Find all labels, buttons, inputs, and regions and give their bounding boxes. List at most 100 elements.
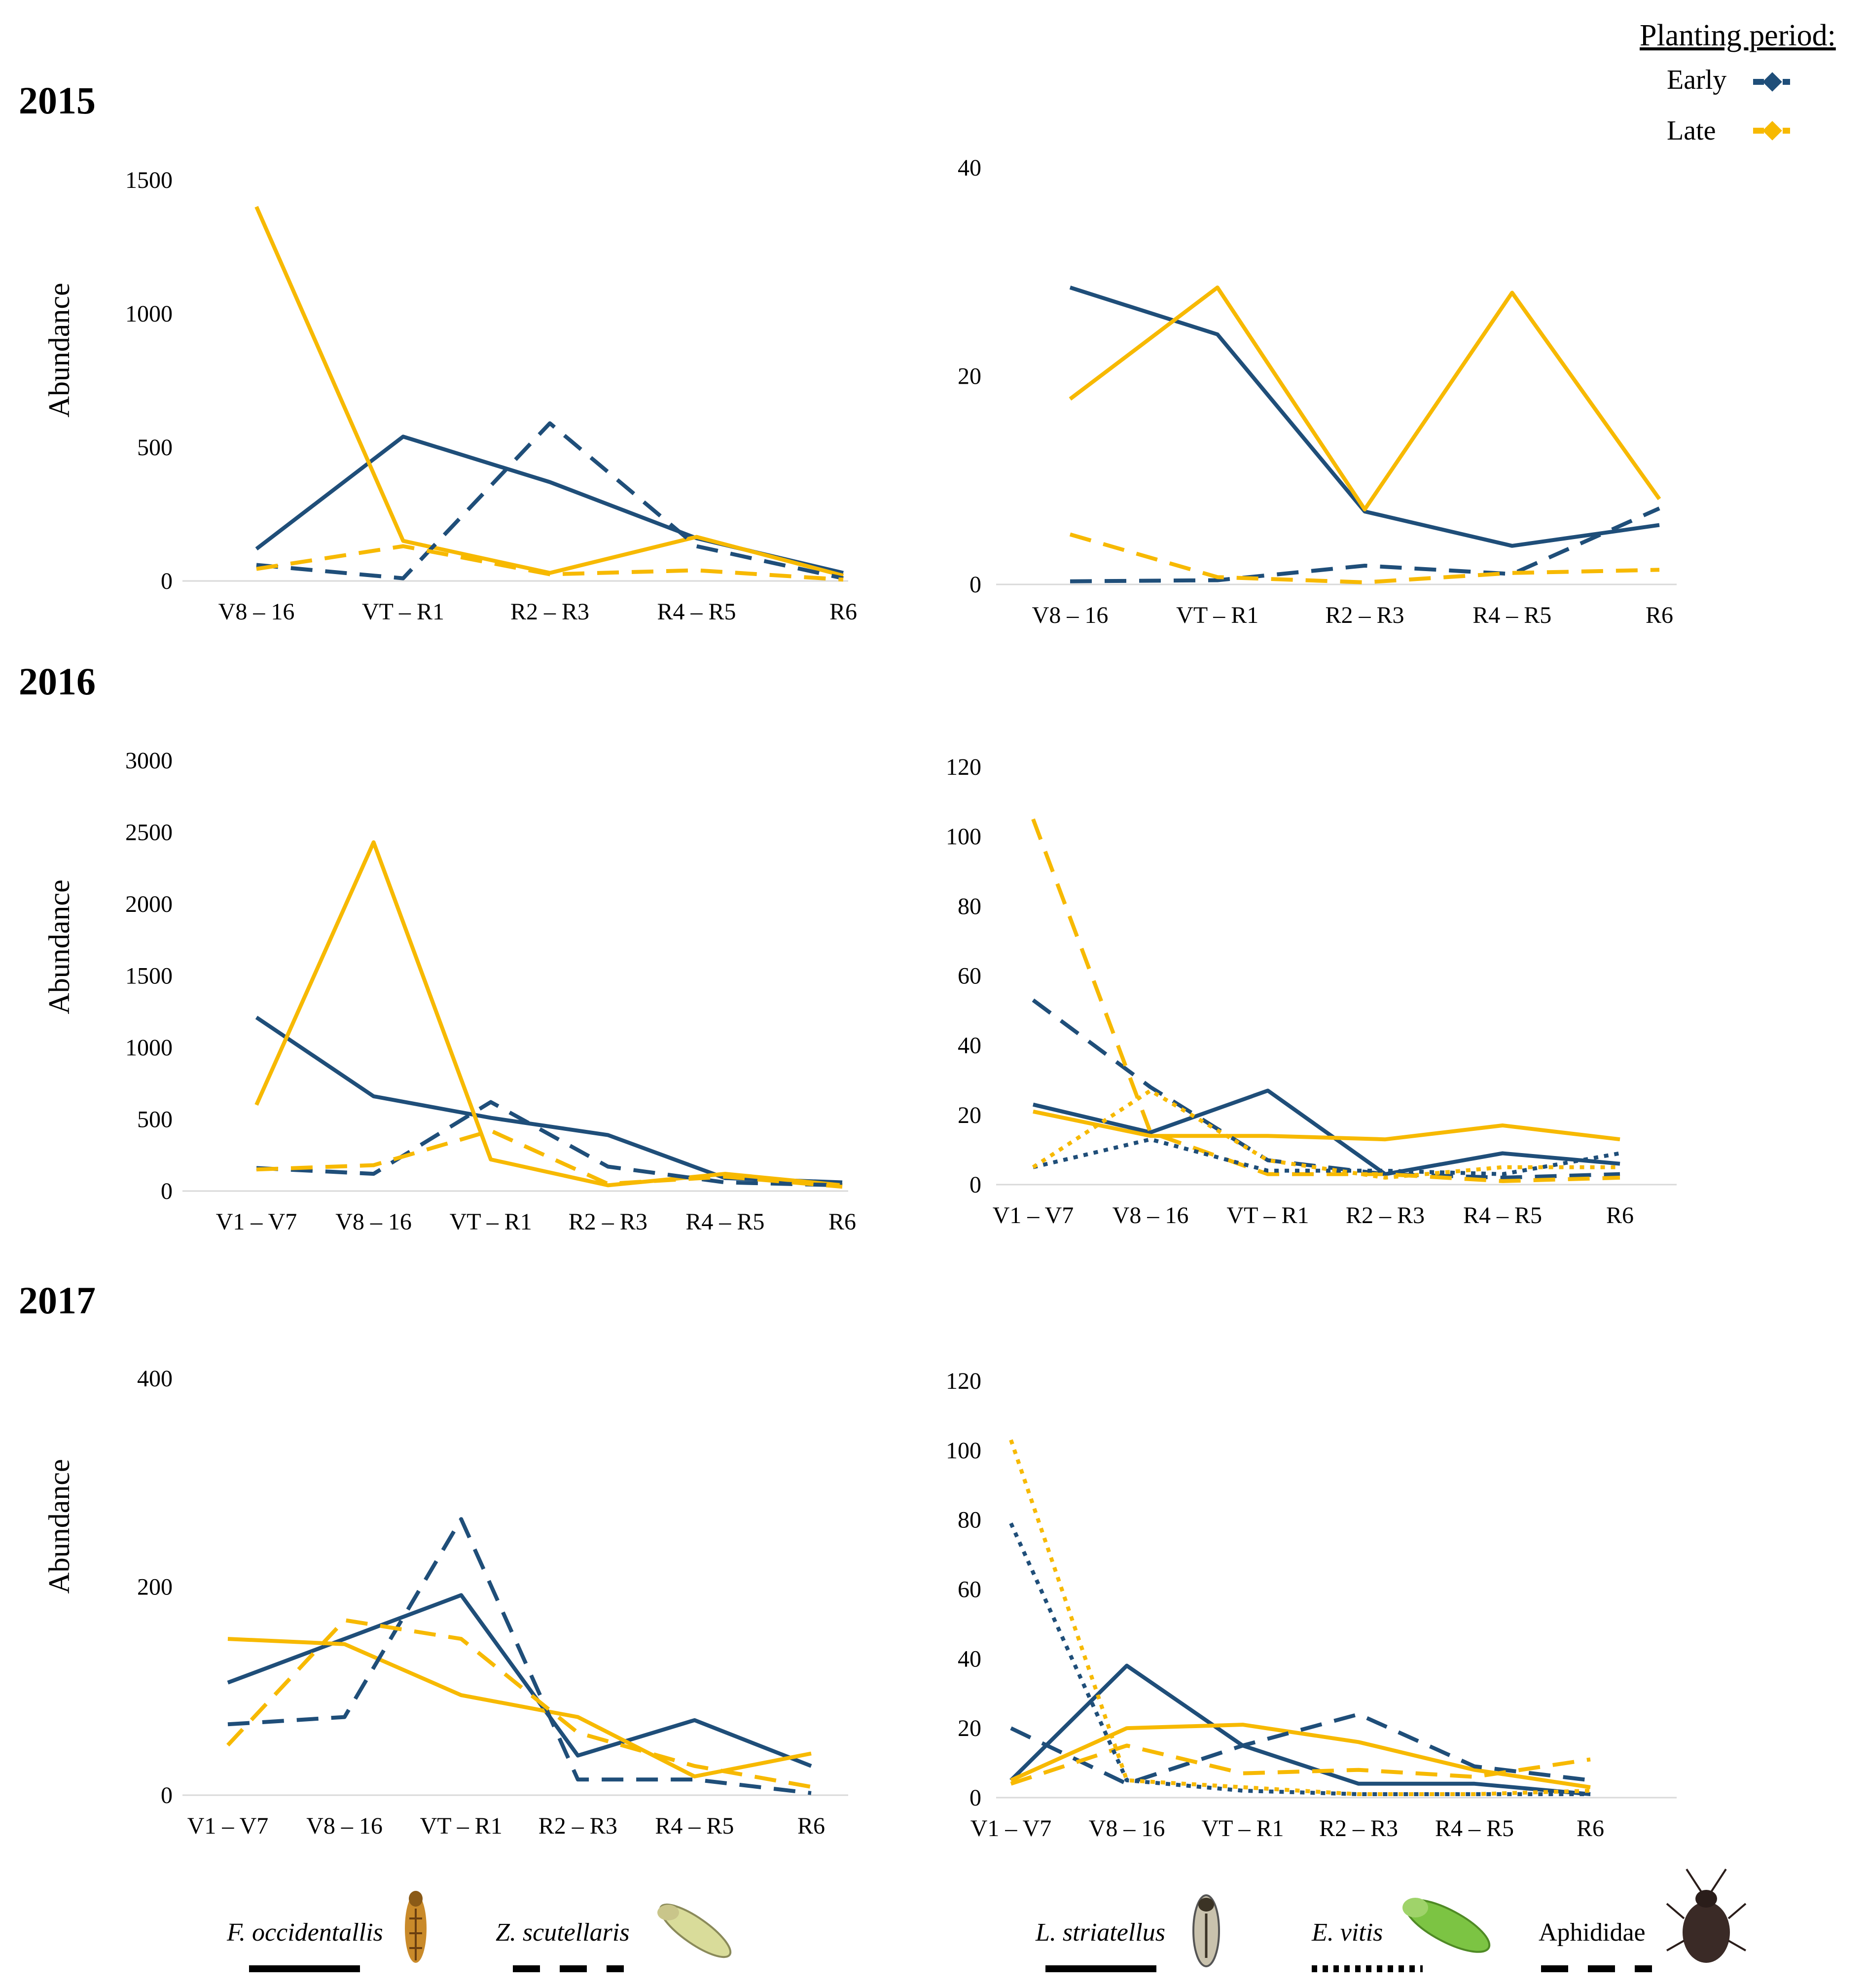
year-title-2015: 2015 (19, 79, 96, 122)
y-axis-label: Abundance (43, 283, 75, 417)
chart-2017-left: 0 200 400 V1 – V7 V8 – 16 VT – R1 R2 – R3 R4 – … (43, 1366, 848, 1839)
legend-swatch-marker (1762, 121, 1782, 141)
x-tick-label: R6 (828, 1209, 856, 1235)
x-tick-label: V1 – V7 (993, 1202, 1074, 1229)
y-tick-label: 0 (969, 572, 981, 598)
x-tick-label: VT – R1 (420, 1813, 503, 1839)
species-label-e-vitis: E. vitis (1311, 1918, 1383, 1947)
species-label-f-occidentallis: F. occidentallis (226, 1918, 383, 1947)
series-line-z-scutellaris-late (256, 544, 844, 582)
x-tick-label: R6 (1606, 1202, 1634, 1229)
x-tick-label: R6 (1577, 1815, 1604, 1842)
y-tick-label: 200 (137, 1574, 173, 1600)
legend-swatch-early (1753, 72, 1790, 92)
legend-swatch-marker (1762, 72, 1782, 92)
x-tick-label: R4 – R5 (685, 1209, 764, 1235)
y-tick-label: 0 (969, 1172, 981, 1198)
y-tick-label: 60 (958, 1577, 981, 1603)
y-tick-label: 40 (958, 155, 981, 181)
y-tick-label: 400 (137, 1366, 173, 1392)
y-tick-label: 500 (137, 434, 173, 461)
series-line-f-occidentallis-early (227, 1593, 812, 1768)
series-line-l-striatellus-late (1069, 285, 1661, 511)
x-tick-label: V1 – V7 (216, 1209, 297, 1235)
y-tick-label: 40 (958, 1646, 981, 1672)
aphid-icon (1666, 1868, 1747, 1963)
y-tick-label: 80 (958, 893, 981, 919)
x-tick-label: VT – R1 (362, 599, 444, 625)
series-line-z-scutellaris-late (226, 1618, 812, 1789)
series-line-l-striatellus-late (1033, 1109, 1620, 1142)
series-line-e-vitis-early (1009, 1522, 1590, 1796)
x-tick-label: R6 (797, 1813, 825, 1839)
series-line-e-vitis-early (1033, 1137, 1620, 1176)
legend-swatch-late (1753, 121, 1790, 141)
x-tick-label: V1 – V7 (187, 1813, 268, 1839)
series-line-l-striatellus-early (1069, 286, 1660, 548)
series-line-aphididae-late (1010, 1743, 1591, 1786)
year-title-2017: 2017 (19, 1279, 96, 1322)
y-tick-label: 1500 (125, 167, 173, 193)
y-tick-label: 20 (958, 1715, 981, 1741)
x-tick-label: R6 (829, 599, 857, 625)
y-tick-label: 20 (958, 363, 981, 390)
y-tick-label: 1000 (125, 1035, 173, 1061)
y-tick-label: 120 (946, 754, 981, 780)
chart-2015-right: 0 20 40 V8 – 16 VT – R1 R2 – R3 R4 – R5 R6 (958, 155, 1677, 628)
species-label-l-striatellus: L. striatellus (1035, 1918, 1165, 1947)
y-tick-label: 1500 (125, 963, 173, 989)
chart-2015-left: 0 500 1000 1500 V8 – 16 VT – R1 R2 – R3 R4 – R5… (43, 167, 857, 625)
y-tick-label: 60 (958, 963, 981, 989)
y-tick-label: 40 (958, 1033, 981, 1059)
series-line-z-scutellaris-early (256, 1100, 843, 1188)
series-line-aphididae-early (1070, 506, 1660, 583)
x-tick-label: R2 – R3 (539, 1813, 617, 1839)
series-line-aphididae-early (1032, 998, 1620, 1180)
y-tick-label: 100 (946, 1438, 981, 1464)
leafhopper-icon (657, 1903, 732, 1958)
x-tick-label: V1 – V7 (970, 1815, 1051, 1842)
x-tick-label: R6 (1646, 602, 1673, 628)
x-tick-label: R4 – R5 (1472, 602, 1551, 628)
series-line-f-occidentallis-late (254, 206, 844, 578)
chart-2017-right: 0 20 40 60 80 100 120 V1 – V7 V8 – 16 VT – R1 R2 –… (946, 1368, 1677, 1842)
y-tick-label: 0 (161, 1782, 173, 1808)
series-line-aphididae-late (1031, 818, 1620, 1183)
y-tick-label: 0 (161, 568, 173, 594)
y-axis-label: Abundance (43, 879, 75, 1014)
y-tick-label: 120 (946, 1368, 981, 1394)
x-tick-label: R2 – R3 (1346, 1202, 1425, 1229)
series-line-l-striatellus-late (1010, 1723, 1591, 1789)
x-tick-label: V8 – 16 (306, 1813, 383, 1839)
legend-label-early: Early (1667, 65, 1726, 95)
x-tick-label: R2 – R3 (510, 599, 589, 625)
y-tick-label: 1000 (125, 301, 173, 327)
series-line-l-striatellus-early (1033, 1088, 1620, 1176)
y-tick-label: 0 (161, 1178, 173, 1204)
chart-2016-right: 0 20 40 60 80 100 120 V1 – V7 V8 – 16 VT – R1 R2 –… (946, 754, 1677, 1229)
y-tick-label: 20 (958, 1102, 981, 1128)
x-tick-label: V8 – 16 (1089, 1815, 1165, 1842)
x-tick-label: V8 – 16 (335, 1209, 412, 1235)
series-line-l-striatellus-early (1009, 1663, 1591, 1796)
series-line-f-occidentallis-late (227, 1637, 812, 1778)
x-tick-label: V8 – 16 (1032, 602, 1109, 628)
x-tick-label: R4 – R5 (1435, 1815, 1514, 1842)
legend-label-late: Late (1667, 115, 1716, 146)
x-tick-label: V8 – 16 (218, 599, 295, 625)
x-tick-label: R4 – R5 (1463, 1202, 1542, 1229)
planting-period-legend: Planting period: Early Late (1640, 19, 1836, 146)
series-line-aphididae-late (1069, 532, 1660, 584)
series-line-f-occidentallis-late (254, 840, 843, 1188)
series-line-e-vitis-late (1009, 1439, 1591, 1796)
y-tick-label: 80 (958, 1507, 981, 1533)
x-tick-label: VT – R1 (1176, 602, 1258, 628)
y-tick-label: 2500 (125, 820, 173, 846)
series-line-z-scutellaris-early (227, 1517, 812, 1795)
x-tick-label: R2 – R3 (569, 1209, 647, 1235)
chart-2016-left: 0 500 1000 1500 2000 2500 3000 V1 – V7 V8 – 16 VT… (43, 748, 856, 1235)
y-tick-label: 3000 (125, 748, 173, 774)
green-leafhopper-icon (1402, 1898, 1491, 1953)
series-line-e-vitis-late (1032, 1088, 1620, 1180)
